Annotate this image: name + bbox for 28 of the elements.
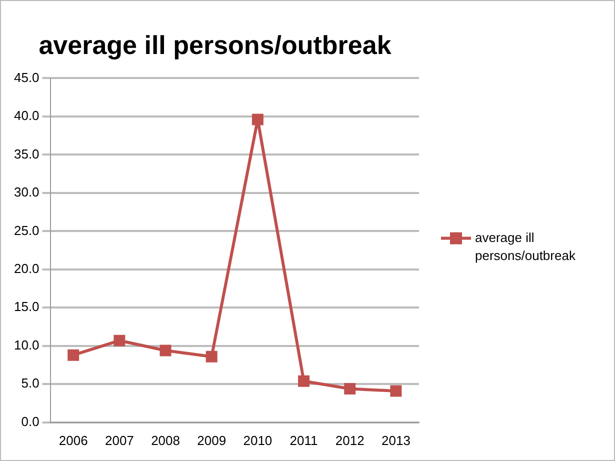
point — [298, 375, 310, 387]
y-tick-label: 40.0 — [14, 108, 40, 124]
point — [390, 385, 402, 397]
y-tick-label: 10.0 — [14, 337, 40, 352]
y-tick-label: 45.0 — [14, 70, 40, 85]
y-tick-label: 0.0 — [21, 414, 40, 429]
point — [252, 114, 264, 126]
x-tick-label: 2006 — [58, 432, 88, 448]
x-tick-label: 2007 — [104, 432, 134, 448]
point — [114, 334, 126, 346]
y-tick-label: 20.0 — [14, 261, 40, 276]
y-tick-label: 35.0 — [14, 146, 40, 162]
y-tick-label: 15.0 — [14, 299, 40, 314]
y-tick-label: 30.0 — [14, 184, 40, 200]
point — [206, 350, 218, 362]
x-tick-label: 2013 — [381, 432, 410, 448]
chart-title: average ill persons/outbreak — [38, 30, 392, 60]
point — [68, 349, 80, 361]
x-tick-label: 2011 — [290, 432, 318, 448]
legend-label: average ill persons/outbreak — [475, 230, 576, 263]
y-tick-label: 5.0 — [21, 376, 40, 391]
y-tick-label: 25.0 — [14, 222, 40, 238]
x-tick-label: 2008 — [151, 432, 180, 448]
x-tick-label: 2012 — [335, 432, 364, 448]
point — [160, 344, 172, 356]
x-tick-label: 2009 — [197, 432, 226, 448]
x-tick-label: 2010 — [243, 432, 272, 448]
point — [344, 383, 356, 394]
